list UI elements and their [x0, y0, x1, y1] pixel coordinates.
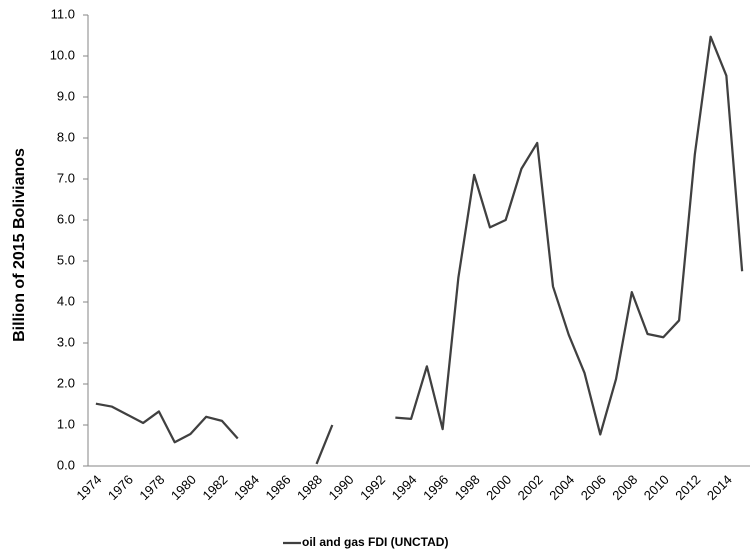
- x-tick-label: 2004: [546, 472, 577, 503]
- x-tick-label: 2008: [609, 472, 640, 503]
- data-line: [95, 35, 744, 465]
- x-tick-label: 2006: [578, 472, 609, 503]
- y-tick-label: 9.0: [57, 88, 75, 103]
- y-tick-label: 2.0: [57, 375, 75, 390]
- legend-label: oil and gas FDI (UNCTAD): [302, 535, 448, 549]
- x-tick-label: 2010: [641, 472, 672, 503]
- x-tick-label: 1996: [420, 472, 451, 503]
- y-tick-label: 7.0: [57, 170, 75, 185]
- x-tick-label: 1990: [326, 472, 357, 503]
- y-tick-label: 6.0: [57, 211, 75, 226]
- y-tick-label: 11.0: [51, 6, 75, 21]
- x-tick-label: 1988: [294, 472, 325, 503]
- y-tick-label: 8.0: [57, 129, 75, 144]
- x-tick-label: 1980: [168, 472, 199, 503]
- x-tick-label: 1982: [199, 472, 230, 503]
- x-tick-label: 1986: [263, 472, 294, 503]
- y-tick-label: 5.0: [57, 252, 75, 267]
- x-tick-label: 1984: [231, 472, 262, 503]
- y-tick-label: 1.0: [57, 416, 75, 431]
- y-tick-label: 0.0: [57, 457, 75, 472]
- x-tick-label: 1992: [357, 472, 388, 503]
- x-tick-label: 1978: [136, 472, 167, 503]
- x-tick-label: 1974: [73, 472, 104, 503]
- x-tick-label: 1976: [105, 472, 136, 503]
- x-tick-label: 2000: [483, 472, 514, 503]
- y-tick-label: 4.0: [57, 293, 75, 308]
- x-tick-label: 2002: [515, 472, 546, 503]
- y-axis-title: Billion of 2015 Bolivianos: [11, 148, 28, 342]
- y-tick-label: 10.0: [50, 47, 75, 62]
- x-tick-label: 2014: [704, 472, 735, 503]
- x-tick-label: 1998: [452, 472, 483, 503]
- y-tick-label: 3.0: [57, 334, 75, 349]
- x-tick-label: 1994: [389, 472, 420, 503]
- x-tick-label: 2012: [672, 472, 703, 503]
